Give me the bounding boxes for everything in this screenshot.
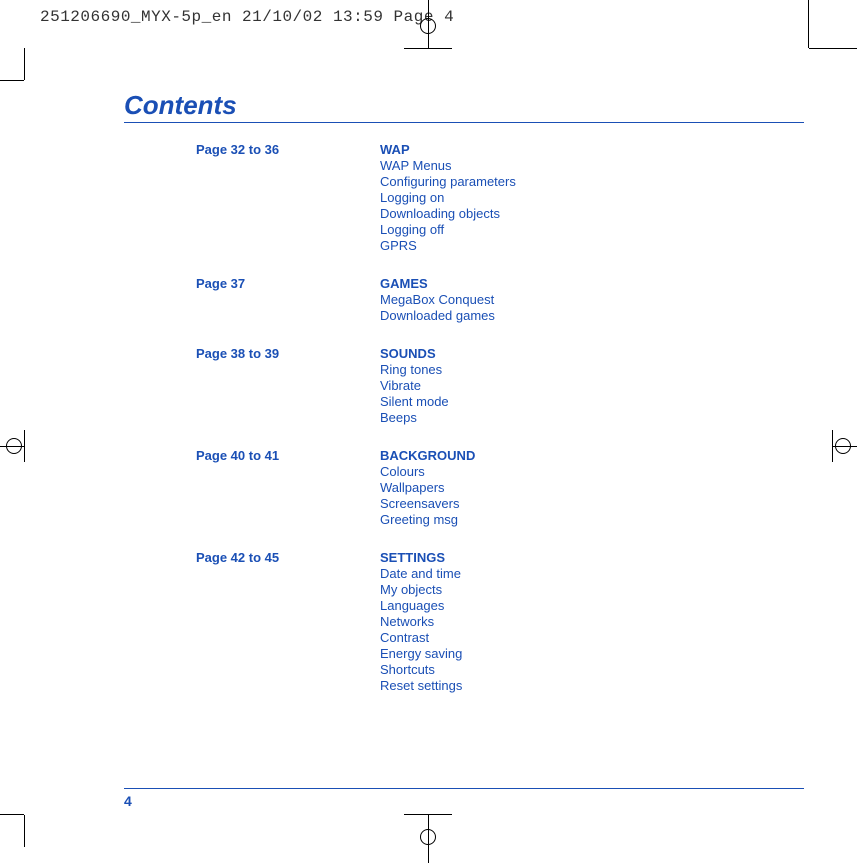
crop-mark [404,814,452,815]
toc-body: SETTINGSDate and timeMy objectsLanguages… [380,550,756,694]
toc-item: Reset settings [380,678,756,694]
toc-item: Configuring parameters [380,174,756,190]
footer-rule [124,788,804,789]
toc-section-head: BACKGROUND [380,448,756,464]
toc-item: WAP Menus [380,158,756,174]
title-rule [124,122,804,123]
page-title: Contents [124,90,237,121]
toc-page-range: Page 38 to 39 [196,346,380,426]
toc-item: Logging off [380,222,756,238]
crop-mark [24,48,25,80]
toc-item: Wallpapers [380,480,756,496]
toc-body: WAPWAP MenusConfiguring parametersLoggin… [380,142,756,254]
toc-section-head: SOUNDS [380,346,756,362]
toc-page-range: Page 32 to 36 [196,142,380,254]
registration-mark-icon [420,18,436,34]
toc-item: Beeps [380,410,756,426]
toc-section: Page 42 to 45SETTINGSDate and timeMy obj… [196,550,756,694]
toc-page-range: Page 37 [196,276,380,324]
toc-item: MegaBox Conquest [380,292,756,308]
crop-mark [809,48,857,49]
toc-section: Page 38 to 39SOUNDSRing tonesVibrateSile… [196,346,756,426]
table-of-contents: Page 32 to 36WAPWAP MenusConfiguring par… [196,142,756,716]
toc-body: SOUNDSRing tonesVibrateSilent modeBeeps [380,346,756,426]
toc-page-range: Page 40 to 41 [196,448,380,528]
toc-item: Contrast [380,630,756,646]
toc-section: Page 40 to 41BACKGROUNDColoursWallpapers… [196,448,756,528]
crop-mark [808,0,809,48]
crop-mark [0,814,24,815]
toc-item: Downloading objects [380,206,756,222]
page-number: 4 [124,793,132,809]
toc-item: GPRS [380,238,756,254]
toc-item: Ring tones [380,362,756,378]
toc-item: Languages [380,598,756,614]
toc-item: Shortcuts [380,662,756,678]
toc-item: Greeting msg [380,512,756,528]
toc-item: Networks [380,614,756,630]
toc-body: GAMESMegaBox ConquestDownloaded games [380,276,756,324]
crop-mark [832,430,833,462]
toc-body: BACKGROUNDColoursWallpapersScreensaversG… [380,448,756,528]
crop-info-header: 251206690_MYX-5p_en 21/10/02 13:59 Page … [40,8,454,26]
crop-mark [24,430,25,462]
toc-item: Colours [380,464,756,480]
toc-item: Downloaded games [380,308,756,324]
registration-mark-icon [420,829,436,845]
toc-item: My objects [380,582,756,598]
registration-mark-icon [6,438,22,454]
toc-section: Page 37GAMESMegaBox ConquestDownloaded g… [196,276,756,324]
crop-mark [404,48,452,49]
toc-item: Vibrate [380,378,756,394]
toc-item: Screensavers [380,496,756,512]
toc-section: Page 32 to 36WAPWAP MenusConfiguring par… [196,142,756,254]
crop-mark [24,815,25,847]
crop-mark [0,80,24,81]
toc-item: Logging on [380,190,756,206]
toc-section-head: WAP [380,142,756,158]
toc-page-range: Page 42 to 45 [196,550,380,694]
toc-item: Energy saving [380,646,756,662]
registration-mark-icon [835,438,851,454]
toc-item: Date and time [380,566,756,582]
toc-section-head: SETTINGS [380,550,756,566]
toc-item: Silent mode [380,394,756,410]
toc-section-head: GAMES [380,276,756,292]
